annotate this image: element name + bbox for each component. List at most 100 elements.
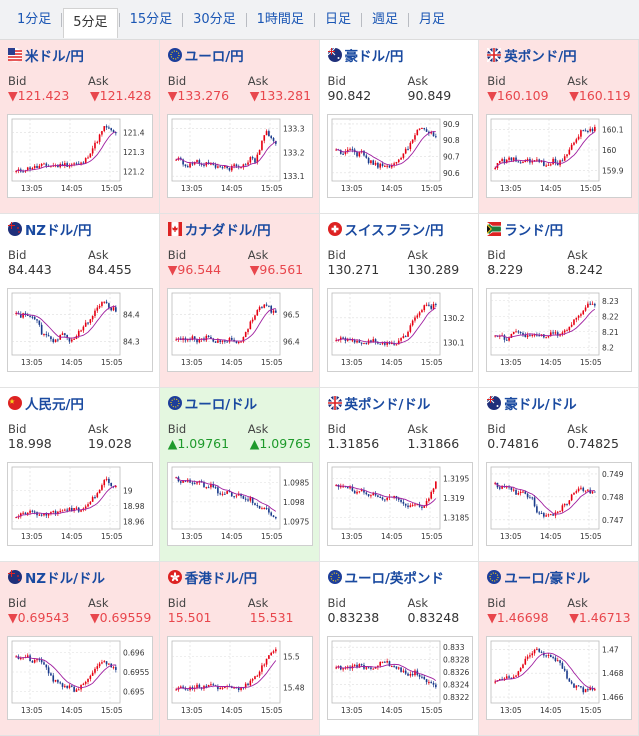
candlestick-chart[interactable]: 0.696 0.6955 0.695 13:05 14:05 15:05 — [7, 636, 153, 720]
pair-name[interactable]: 豪ドル/円 — [344, 49, 404, 65]
pair-title-link[interactable]: 英ポンド/円 — [487, 46, 577, 65]
pair-name[interactable]: NZドル/ドル — [25, 571, 106, 587]
pair-title-link[interactable]: 豪ドル/ドル — [487, 394, 577, 413]
x-tick-label: 14:05 — [540, 184, 562, 193]
pair-title-link[interactable]: カナダドル/円 — [167, 220, 271, 239]
pair-title-link[interactable]: NZドル/円 — [8, 220, 92, 239]
x-tick-label: 13:05 — [500, 532, 522, 541]
tab-label[interactable]: 15分足 — [129, 11, 173, 27]
rate-card[interactable]: 英ポンド/円 Bid Ask ▼160.109 ▼160.119 160.1 160 159.… — [479, 40, 639, 214]
candle-body — [256, 310, 258, 316]
candle-body — [105, 661, 108, 665]
candle-body — [223, 166, 226, 168]
pair-name[interactable]: 香港ドル/円 — [184, 571, 258, 587]
candle-body — [40, 163, 43, 166]
pair-title-link[interactable]: ランド/円 — [487, 220, 564, 239]
pair-title-link[interactable]: ユーロ/豪ドル — [487, 568, 591, 587]
tab-label[interactable]: 30分足 — [193, 11, 236, 27]
pair-title-link[interactable]: 米ドル/円 — [8, 46, 84, 65]
plot-area — [171, 466, 281, 530]
pair-name[interactable]: カナダドル/円 — [184, 223, 271, 239]
candlestick-chart[interactable]: 1.0985 1.098 1.0975 13:05 14:05 15:05 — [166, 462, 313, 546]
candlestick-chart[interactable]: 1.3195 1.319 1.3185 13:05 14:05 15:05 — [326, 462, 473, 546]
candle-body — [527, 656, 529, 659]
candle-body — [244, 164, 247, 166]
tab-label[interactable]: 5分足 — [63, 7, 118, 38]
rate-card[interactable]: ユーロ/豪ドル Bid Ask ▼1.46698 ▼1.46713 1.47 1.468 1.… — [479, 562, 639, 736]
candlestick-chart[interactable]: 15.5 15.48 13:05 14:05 15:05 — [166, 636, 313, 720]
tab-label[interactable]: 1時間足 — [256, 11, 304, 27]
rate-card[interactable]: ランド/円 Bid Ask 8.229 8.242 8.23 8.22 8.21 8.2 13:0… — [479, 214, 639, 388]
tab-item[interactable]: 日足 — [316, 7, 360, 33]
tab-item[interactable]: 月足 — [410, 7, 454, 33]
candlestick-chart[interactable]: 90.9 90.8 90.7 90.6 13:05 14:05 15:05 — [326, 114, 473, 198]
rate-card[interactable]: ユーロ/円 Bid Ask ▼133.276 ▼133.281 133.3 133.2 133… — [159, 40, 320, 214]
pair-name[interactable]: ユーロ/英ポンド — [344, 571, 444, 587]
pair-name[interactable]: NZドル/円 — [25, 223, 92, 239]
candlestick-chart[interactable]: 96.5 96.4 13:05 14:05 15:05 — [166, 288, 313, 372]
pair-title-link[interactable]: 豪ドル/円 — [327, 46, 404, 65]
candle-body — [538, 512, 541, 514]
candlestick-chart[interactable]: 121.4 121.3 121.2 13:05 14:05 15:05 — [7, 114, 153, 198]
tab-item[interactable]: 30分足 — [184, 7, 245, 33]
candle-body — [202, 482, 205, 488]
candlestick-chart[interactable]: 0.833 0.8328 0.8326 0.8324 0.8322 13:05 14:05 1… — [326, 636, 473, 720]
pair-title-link[interactable]: 香港ドル/円 — [167, 568, 258, 587]
tab-item[interactable]: 1時間足 — [248, 7, 313, 33]
candle-body — [339, 337, 342, 340]
rate-card[interactable]: NZドル/円 Bid Ask 84.443 84.455 84.4 84.3 13:05 14:… — [0, 214, 160, 388]
pair-title-link[interactable]: 英ポンド/ドル — [327, 394, 431, 413]
tab-item[interactable]: 1分足 — [8, 7, 60, 33]
tab-label[interactable]: 月足 — [418, 11, 445, 27]
pair-title-link[interactable]: スイスフラン/円 — [327, 220, 444, 239]
rate-card[interactable]: 米ドル/円 Bid Ask ▼121.423 ▼121.428 121.4 121.3 121… — [0, 40, 160, 214]
candlestick-chart[interactable]: 160.1 160 159.9 13:05 14:05 15:05 — [486, 114, 633, 198]
tab-item[interactable]: 5分足 — [63, 7, 118, 38]
candlestick-chart[interactable]: 8.23 8.22 8.21 8.2 13:05 14:05 15:05 — [486, 288, 633, 372]
rate-card[interactable]: カナダドル/円 Bid Ask ▼96.544 ▼96.561 96.5 96.4 13:05… — [159, 214, 320, 388]
candle-body — [531, 161, 534, 163]
bid-value: 84.443 — [8, 262, 52, 277]
pair-name[interactable]: 豪ドル/ドル — [504, 397, 577, 413]
candlestick-chart[interactable]: 133.3 133.2 133.1 13:05 14:05 15:05 — [166, 114, 313, 198]
pair-title-link[interactable]: ユーロ/ドル — [167, 394, 258, 413]
candlestick-chart[interactable]: 19 18.98 18.96 13:05 14:05 15:05 — [7, 462, 153, 546]
pair-name[interactable]: ランド/円 — [504, 223, 564, 239]
candlestick-chart[interactable]: 0.749 0.748 0.747 13:05 14:05 15:05 — [486, 462, 633, 546]
ask-label: Ask — [567, 596, 588, 610]
rate-card[interactable]: 人民元/円 Bid Ask 18.998 19.028 19 18.98 18.96 13:05… — [0, 388, 160, 562]
candle-body — [50, 673, 52, 676]
y-tick-label: 0.8328 — [443, 656, 469, 665]
tab-item[interactable]: 15分足 — [121, 7, 182, 33]
pair-name[interactable]: ユーロ/豪ドル — [504, 571, 591, 587]
candle-body — [503, 678, 506, 680]
pair-name[interactable]: 米ドル/円 — [25, 49, 84, 65]
rate-card[interactable]: NZドル/ドル Bid Ask ▼0.69543 ▼0.69559 0.696 0.6955… — [0, 562, 160, 736]
rate-card[interactable]: スイスフラン/円 Bid Ask 130.271 130.289 130.2 130.1 13… — [319, 214, 480, 388]
pair-name[interactable]: スイスフラン/円 — [344, 223, 444, 239]
pair-name[interactable]: ユーロ/円 — [184, 49, 244, 65]
tab-label[interactable]: 週足 — [371, 11, 398, 27]
candlestick-chart[interactable]: 84.4 84.3 13:05 14:05 15:05 — [7, 288, 153, 372]
tab-label[interactable]: 日足 — [324, 11, 351, 27]
tab-item[interactable]: 週足 — [363, 7, 407, 33]
pair-title-link[interactable]: ユーロ/円 — [167, 46, 244, 65]
rate-card[interactable]: 香港ドル/円 Bid Ask 15.501 15.531 15.5 15.48 13:05 14… — [159, 562, 320, 736]
pair-name[interactable]: 英ポンド/円 — [504, 49, 577, 65]
candle-body — [540, 513, 543, 515]
rate-card[interactable]: 英ポンド/ドル Bid Ask 1.31856 1.31866 1.3195 1.319 1.… — [319, 388, 480, 562]
pair-title-link[interactable]: NZドル/ドル — [8, 568, 106, 587]
rate-card[interactable]: 豪ドル/円 Bid Ask 90.842 90.849 90.9 90.8 90.7 90.6 1… — [319, 40, 480, 214]
pair-name[interactable]: 人民元/円 — [25, 397, 84, 413]
pair-title-link[interactable]: 人民元/円 — [8, 394, 84, 413]
candlestick-chart[interactable]: 1.47 1.468 1.466 13:05 14:05 15:05 — [486, 636, 633, 720]
pair-name[interactable]: 英ポンド/ドル — [344, 397, 431, 413]
pair-title-link[interactable]: ユーロ/英ポンド — [327, 568, 444, 587]
rate-card[interactable]: ユーロ/ドル Bid Ask ▲1.09761 ▲1.09765 1.0985 1.098 1… — [159, 388, 320, 562]
tab-label[interactable]: 1分足 — [17, 11, 52, 27]
candlestick-chart[interactable]: 130.2 130.1 13:05 14:05 15:05 — [326, 288, 473, 372]
rate-card[interactable]: 豪ドル/ドル Bid Ask 0.74816 0.74825 0.749 0.748 0.74… — [479, 388, 639, 562]
pair-name[interactable]: ユーロ/ドル — [184, 397, 258, 413]
candle-body — [258, 307, 261, 311]
rate-card[interactable]: ユーロ/英ポンド Bid Ask 0.83238 0.83248 0.833 0.8328 0… — [319, 562, 480, 736]
